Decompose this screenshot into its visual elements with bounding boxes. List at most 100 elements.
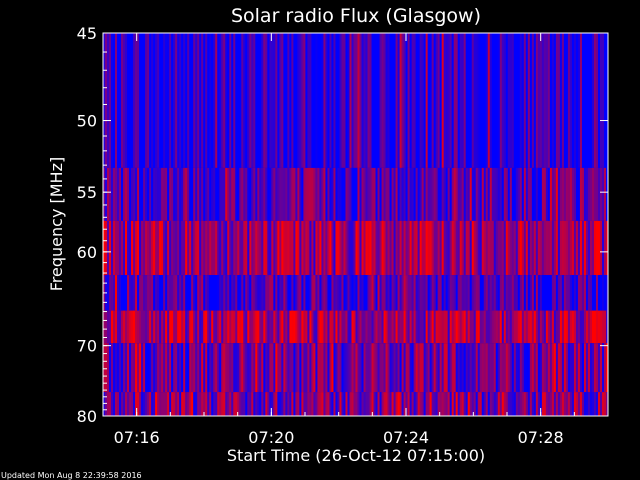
- heatmap-cell: [131, 167, 134, 221]
- heatmap-cell: [317, 392, 320, 416]
- heatmap-cell: [259, 33, 262, 168]
- heatmap-cell: [407, 310, 410, 344]
- heatmap-cell: [465, 220, 469, 276]
- heatmap-cell: [189, 343, 192, 393]
- y-tick-label: 80: [77, 407, 97, 426]
- heatmap-cell: [299, 343, 302, 393]
- heatmap-cell: [533, 220, 537, 276]
- heatmap-cell: [325, 167, 328, 221]
- heatmap-cell: [539, 343, 543, 393]
- heatmap-cell: [445, 310, 449, 344]
- heatmap-cell: [235, 343, 238, 393]
- heatmap-cell: [491, 275, 495, 311]
- heatmap-cell: [503, 220, 507, 276]
- heatmap-cell: [109, 33, 112, 168]
- heatmap-cell: [405, 392, 408, 416]
- heatmap-cell: [149, 33, 152, 168]
- heatmap-cell: [119, 310, 122, 344]
- heatmap-cell: [503, 275, 507, 311]
- heatmap-cell: [365, 275, 368, 311]
- heatmap-cell: [547, 343, 551, 393]
- heatmap-cell: [497, 275, 501, 311]
- heatmap-cell: [227, 310, 230, 344]
- heatmap-cell: [275, 310, 278, 344]
- heatmap-cell: [437, 167, 441, 221]
- heatmap-cell: [485, 167, 489, 221]
- heatmap-cell: [411, 275, 415, 311]
- heatmap-cell: [363, 220, 366, 276]
- heatmap-cell: [389, 343, 392, 393]
- heatmap-cell: [577, 343, 581, 393]
- heatmap-cell: [153, 220, 156, 276]
- heatmap-cell: [249, 33, 252, 168]
- heatmap-cell: [243, 392, 246, 416]
- heatmap-cell: [347, 33, 350, 168]
- heatmap-cell: [541, 343, 545, 393]
- heatmap-cell: [189, 167, 192, 221]
- heatmap-cell: [395, 33, 398, 168]
- heatmap-cell: [303, 33, 306, 168]
- heatmap-cell: [493, 275, 497, 311]
- heatmap-cell: [377, 33, 380, 168]
- heatmap-cell: [415, 167, 419, 221]
- heatmap-cell: [187, 310, 190, 344]
- heatmap-cell: [327, 167, 330, 221]
- heatmap-cell: [311, 220, 314, 276]
- heatmap-cell: [463, 343, 467, 393]
- heatmap-cell: [299, 33, 302, 168]
- heatmap-cell: [537, 167, 541, 221]
- heatmap-cell: [123, 167, 126, 221]
- heatmap-cell: [129, 33, 132, 168]
- heatmap-cell: [279, 392, 282, 416]
- heatmap-cell: [427, 343, 431, 393]
- heatmap-cell: [135, 310, 138, 344]
- heatmap-cell: [595, 33, 599, 168]
- heatmap-cell: [263, 167, 266, 221]
- heatmap-cell: [459, 275, 463, 311]
- heatmap-cell: [393, 310, 396, 344]
- heatmap-cell: [423, 310, 427, 344]
- heatmap-cell: [551, 310, 555, 344]
- heatmap-cell: [227, 220, 230, 276]
- heatmap-cell: [571, 220, 575, 276]
- heatmap-cell: [241, 275, 244, 311]
- heatmap-cell: [141, 167, 144, 221]
- heatmap-cell: [437, 392, 441, 416]
- heatmap-cell: [535, 310, 539, 344]
- heatmap-cell: [275, 343, 278, 393]
- heatmap-cell: [113, 33, 116, 168]
- heatmap-cell: [271, 392, 274, 416]
- heatmap-cell: [593, 343, 597, 393]
- heatmap-cell: [409, 310, 413, 344]
- heatmap-cell: [177, 392, 180, 416]
- heatmap-cell: [183, 33, 186, 168]
- heatmap-cell: [513, 310, 517, 344]
- heatmap-cell: [155, 167, 158, 221]
- heatmap-cell: [161, 392, 164, 416]
- heatmap-cell: [343, 33, 346, 168]
- heatmap-cell: [257, 167, 260, 221]
- heatmap-cell: [601, 33, 605, 168]
- heatmap-cell: [481, 392, 485, 416]
- heatmap-cell: [283, 275, 286, 311]
- heatmap-cell: [175, 343, 178, 393]
- heatmap-cell: [499, 167, 503, 221]
- heatmap-cell: [177, 33, 180, 168]
- heatmap-cell: [425, 310, 429, 344]
- heatmap-cell: [339, 343, 342, 393]
- heatmap-cell: [447, 275, 451, 311]
- heatmap-cell: [479, 392, 483, 416]
- heatmap-cell: [483, 167, 487, 221]
- heatmap-cell: [127, 167, 130, 221]
- heatmap-cell: [311, 392, 314, 416]
- heatmap-cell: [131, 343, 134, 393]
- heatmap-cell: [505, 275, 509, 311]
- heatmap-cell: [511, 220, 515, 276]
- heatmap-cell: [191, 275, 194, 311]
- heatmap-cell: [175, 275, 178, 311]
- heatmap-cell: [223, 392, 226, 416]
- heatmap-cell: [545, 220, 549, 276]
- heatmap-cell: [457, 343, 461, 393]
- heatmap-cell: [211, 343, 214, 393]
